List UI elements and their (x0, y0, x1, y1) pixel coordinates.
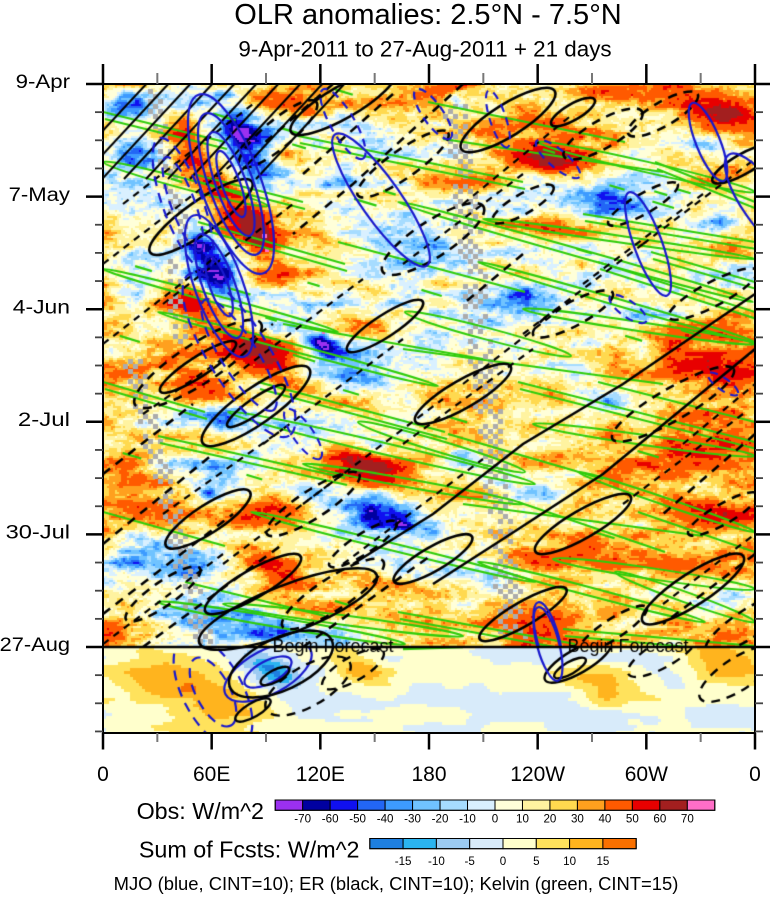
svg-text:10: 10 (563, 855, 576, 868)
svg-text:-70: -70 (294, 812, 311, 825)
svg-text:60W: 60W (625, 763, 668, 786)
svg-text:0: 0 (749, 763, 761, 786)
svg-text:0: 0 (97, 763, 109, 786)
svg-text:70: 70 (681, 812, 694, 825)
svg-text:2-Jul: 2-Jul (18, 410, 70, 431)
svg-text:-15: -15 (395, 855, 412, 868)
svg-text:120E: 120E (296, 763, 345, 786)
svg-text:OLR anomalies: 2.5°N - 7.5°N: OLR anomalies: 2.5°N - 7.5°N (234, 0, 621, 31)
svg-text:60: 60 (653, 812, 666, 825)
svg-text:-60: -60 (322, 812, 339, 825)
svg-text:-10: -10 (459, 812, 476, 825)
svg-text:Obs: W/m^2: Obs: W/m^2 (137, 798, 264, 824)
svg-text:9-Apr: 9-Apr (16, 72, 71, 93)
svg-text:-20: -20 (432, 812, 449, 825)
svg-text:180: 180 (411, 763, 446, 786)
svg-text:0: 0 (500, 855, 506, 868)
svg-text:9-Apr-2011 to 27-Aug-2011 + 21: 9-Apr-2011 to 27-Aug-2011 + 21 days (238, 37, 611, 62)
svg-text:120W: 120W (510, 763, 565, 786)
svg-text:10: 10 (516, 812, 529, 825)
svg-text:-30: -30 (404, 812, 421, 825)
svg-text:27-Aug: 27-Aug (0, 635, 70, 656)
svg-text:-50: -50 (349, 812, 366, 825)
svg-text:MJO (blue, CINT=10); ER (black: MJO (blue, CINT=10); ER (black, CINT=10)… (114, 873, 679, 894)
svg-text:50: 50 (626, 812, 639, 825)
svg-text:60E: 60E (193, 763, 230, 786)
svg-text:15: 15 (596, 855, 609, 868)
svg-text:-5: -5 (465, 855, 475, 868)
svg-text:Sum of Fcsts: W/m^2: Sum of Fcsts: W/m^2 (139, 837, 360, 863)
svg-text:30: 30 (571, 812, 584, 825)
svg-text:20: 20 (543, 812, 556, 825)
svg-text:0: 0 (492, 812, 498, 825)
svg-text:5: 5 (533, 855, 539, 868)
svg-text:40: 40 (598, 812, 611, 825)
svg-text:-10: -10 (428, 855, 445, 868)
svg-text:4-Jun: 4-Jun (13, 297, 70, 318)
svg-text:-40: -40 (377, 812, 394, 825)
svg-text:30-Jul: 30-Jul (6, 523, 70, 544)
svg-text:7-May: 7-May (9, 185, 71, 206)
